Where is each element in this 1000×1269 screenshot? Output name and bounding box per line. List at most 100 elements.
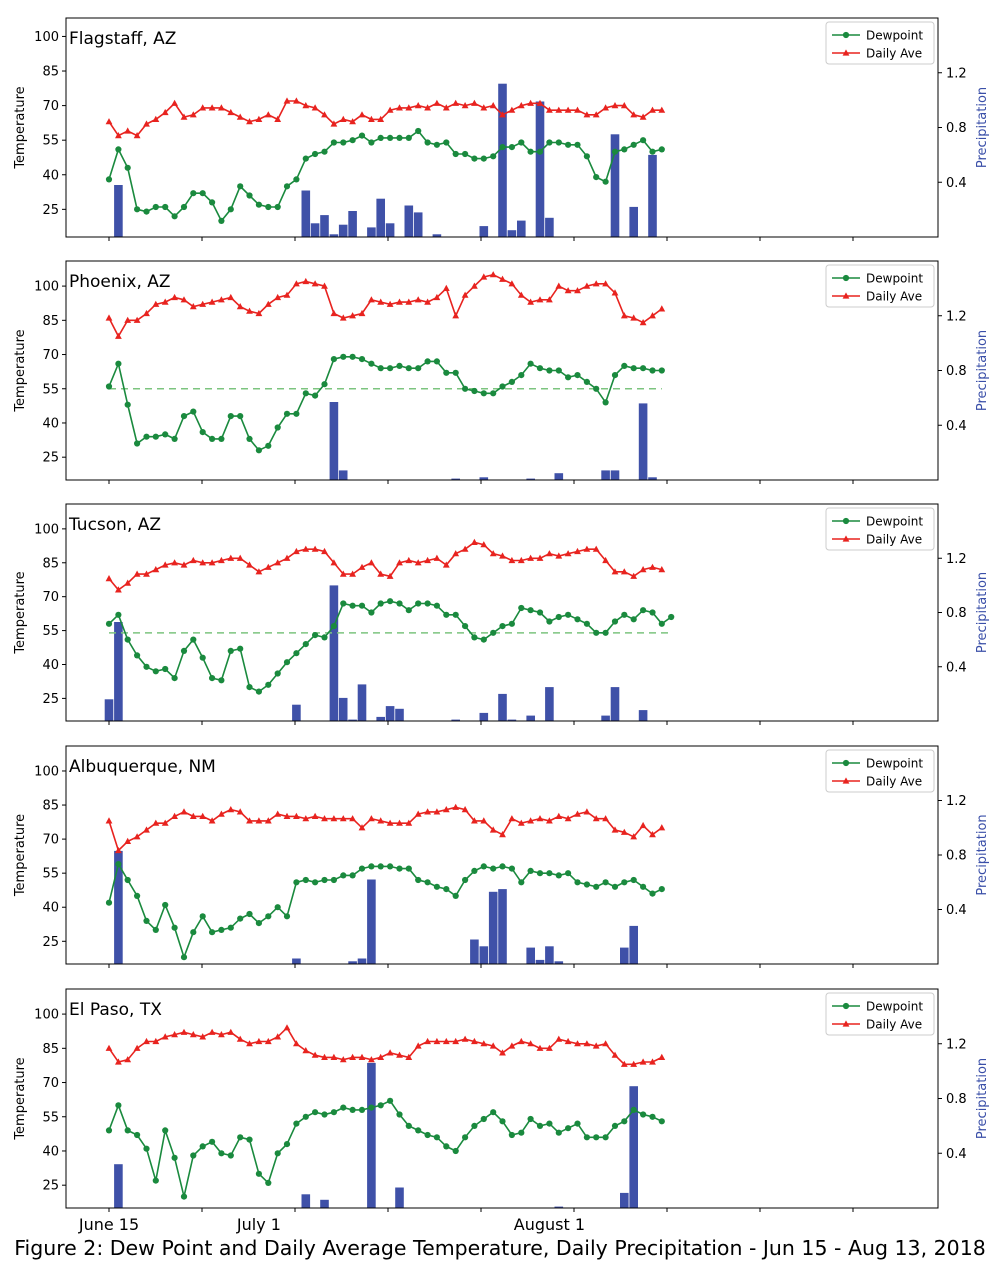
precip-bar <box>320 1199 329 1208</box>
dewpoint-point <box>415 876 422 884</box>
daily-ave-point <box>386 572 394 579</box>
dewpoint-point <box>630 1106 637 1113</box>
daily-ave-point <box>218 810 225 817</box>
daily-ave-point <box>639 113 647 120</box>
daily-ave-point <box>274 559 282 566</box>
dewpoint-point <box>583 153 591 160</box>
legend-daily-ave-label: Daily Ave <box>866 290 922 304</box>
dewpoint-point <box>555 139 562 146</box>
daily-ave-point <box>564 550 572 557</box>
dewpoint-point <box>274 424 281 431</box>
dewpoint-point <box>293 176 300 183</box>
daily-ave-point <box>471 1037 478 1045</box>
dewpoint-point <box>349 602 356 609</box>
daily-ave-point <box>574 1040 581 1047</box>
daily-ave-point <box>246 817 253 824</box>
dewpoint-point <box>480 636 487 643</box>
daily-ave-point <box>274 115 282 122</box>
dewpoint-point <box>443 1143 450 1150</box>
daily-ave-point <box>199 104 207 111</box>
legend-daily-ave-label: Daily Ave <box>866 47 922 61</box>
dewpoint-point <box>283 410 291 417</box>
daily-ave-point <box>302 102 310 109</box>
dewpoint-point <box>462 385 469 392</box>
dewpoint-point <box>152 1177 159 1184</box>
y-tick-label: 85 <box>42 556 59 571</box>
y-axis-label: Temperature <box>13 1057 28 1140</box>
daily-ave-point <box>611 826 619 833</box>
daily-ave-point <box>414 559 422 566</box>
dewpoint-point <box>171 675 178 682</box>
dewpoint-point <box>433 358 440 365</box>
dewpoint-point <box>574 141 581 148</box>
daily-ave-point <box>620 312 628 319</box>
legend-daily-ave-label: Daily Ave <box>866 775 922 789</box>
dewpoint-point <box>546 139 553 146</box>
daily-ave-point <box>349 118 356 125</box>
daily-ave-point <box>274 1033 282 1040</box>
daily-ave-point <box>555 812 563 819</box>
dewpoint-point <box>546 618 553 625</box>
daily-ave-point <box>546 1044 553 1051</box>
dewpoint-point <box>490 1109 497 1116</box>
dewpoint-point <box>115 360 122 367</box>
precip-bar <box>554 961 564 964</box>
daily-ave-point <box>433 99 441 106</box>
dewpoint-point <box>143 433 150 440</box>
dewpoint-point <box>330 876 337 884</box>
daily-ave-point <box>236 808 244 815</box>
dewpoint-point <box>602 1134 609 1141</box>
dewpoint-point <box>349 353 356 360</box>
y-tick-label: 85 <box>42 799 59 814</box>
dewpoint-point <box>462 623 469 630</box>
dewpoint-point <box>377 365 384 372</box>
dewpoint-point <box>658 886 665 893</box>
daily-ave-point <box>199 559 207 566</box>
dewpoint-point <box>630 616 637 623</box>
daily-ave-point <box>311 812 319 819</box>
y-tick-label: 40 <box>42 416 59 431</box>
precip-bar <box>338 697 348 721</box>
dewpoint-point <box>199 190 206 197</box>
daily-ave-point <box>152 819 160 826</box>
dewpoint-point <box>443 886 450 893</box>
y-axis-label: Temperature <box>13 86 28 169</box>
legend-dewpoint-label: Dewpoint <box>866 757 923 771</box>
daily-ave-point <box>302 815 310 822</box>
dewpoint-point <box>180 647 188 655</box>
daily-ave-point <box>377 1053 385 1060</box>
dewpoint-point <box>237 1134 244 1141</box>
dewpoint-point <box>115 146 122 153</box>
axes-frame <box>65 988 939 1209</box>
axes-frame <box>65 503 939 722</box>
dewpoint-point <box>283 659 291 666</box>
daily-ave-point <box>499 831 506 838</box>
precip-bar <box>488 891 498 964</box>
y-tick-label: 55 <box>42 134 59 149</box>
dewpoint-point <box>218 677 225 684</box>
dewpoint-point <box>358 356 366 363</box>
dewpoint-point <box>105 620 113 627</box>
daily-ave-point <box>358 563 366 570</box>
daily-ave-point <box>161 108 169 116</box>
dewpoint-point <box>349 872 356 879</box>
dewpoint-point <box>293 1120 300 1127</box>
precip-bar <box>329 234 339 237</box>
dewpoint-point <box>246 684 253 691</box>
daily-ave-point <box>161 1033 169 1040</box>
dewpoint-point <box>134 1131 141 1139</box>
dewpoint-point <box>640 365 647 372</box>
daily-ave-point <box>630 111 638 118</box>
daily-ave-point <box>330 1053 338 1060</box>
legend-dewpoint-marker <box>842 517 850 525</box>
daily-ave-point <box>227 108 235 116</box>
dewpoint-point <box>321 634 328 641</box>
daily-ave-point <box>499 552 506 559</box>
daily-ave-point <box>536 815 544 822</box>
dewpoint-point <box>405 607 412 614</box>
dewpoint-point <box>340 600 347 607</box>
precip-bar <box>367 227 376 237</box>
dewpoint-point <box>358 602 366 609</box>
daily-ave-point <box>592 111 600 118</box>
daily-ave-point <box>574 287 581 294</box>
